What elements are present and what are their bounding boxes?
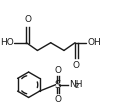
Text: O: O (73, 61, 80, 70)
Text: O: O (54, 66, 61, 75)
Text: S: S (54, 80, 61, 90)
Text: 2: 2 (75, 83, 79, 89)
Text: OH: OH (88, 38, 101, 47)
Text: O: O (54, 95, 61, 104)
Text: O: O (24, 15, 31, 25)
Text: HO: HO (0, 38, 14, 47)
Text: NH: NH (69, 80, 82, 89)
